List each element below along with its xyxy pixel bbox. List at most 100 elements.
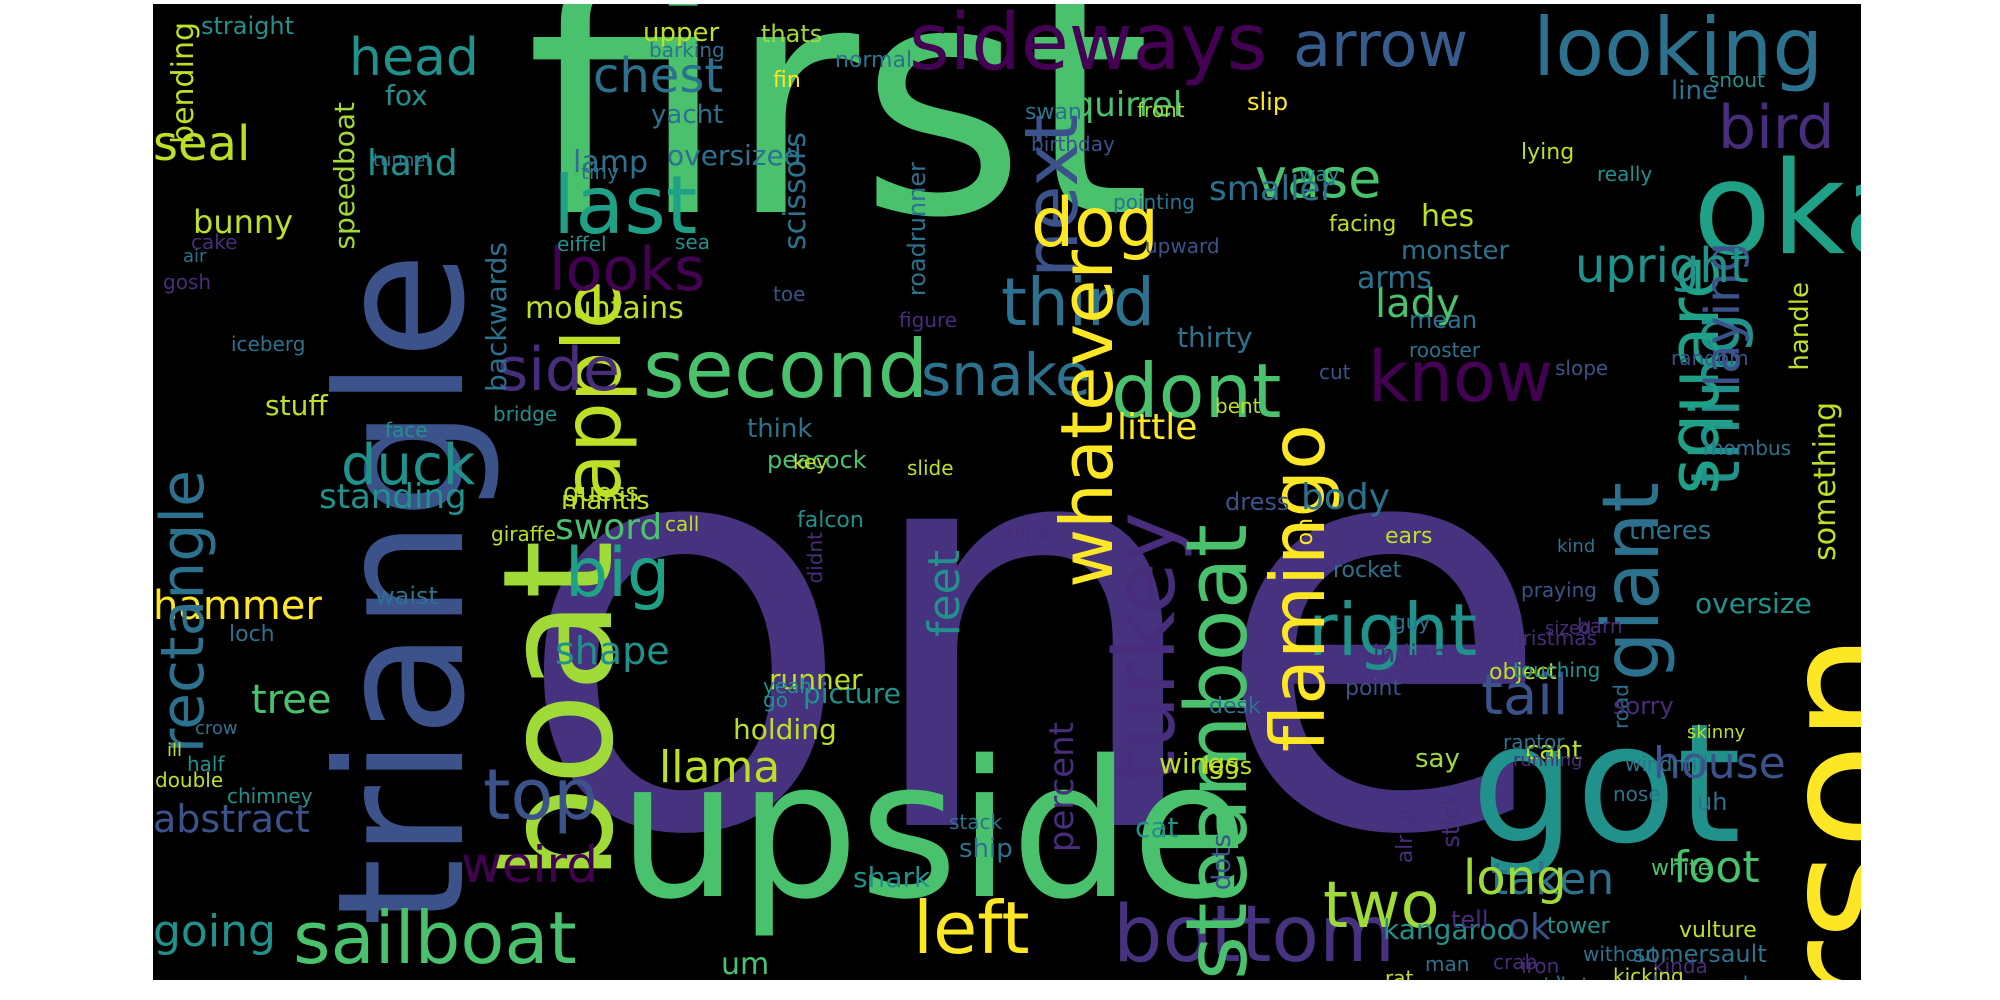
word-rocket: rocket: [1333, 558, 1402, 583]
word-giraffe: giraffe: [491, 522, 556, 546]
word-arms: arms: [1357, 261, 1433, 296]
word-hand: hand: [367, 143, 458, 184]
word-uh: uh: [1697, 788, 1728, 816]
word-dog: dog: [1031, 184, 1159, 263]
word-handle: handle: [1785, 282, 1815, 371]
word-taken: taken: [1491, 854, 1615, 905]
word-way: way: [1299, 162, 1340, 186]
word-left: left: [913, 886, 1030, 970]
word-birthday: birthday: [1031, 132, 1115, 156]
word-front: front: [1137, 98, 1185, 122]
word-big: big: [565, 534, 671, 613]
word-raptor: raptor: [1503, 730, 1565, 754]
word-iron: iron: [1521, 954, 1560, 978]
word-sized: sized: [1545, 618, 1592, 639]
word-desk: desk: [1209, 694, 1261, 719]
word-fox: fox: [385, 79, 428, 112]
word-one: one: [513, 306, 1556, 958]
word-object: object: [1489, 660, 1557, 685]
word-arrow: arrow: [1293, 8, 1469, 81]
word-oh: oh: [1293, 518, 1318, 546]
word-touching: touching: [1513, 658, 1601, 682]
word-lying: lying: [1521, 140, 1575, 165]
word-without: without: [1583, 942, 1659, 966]
word-ears: ears: [1385, 524, 1433, 549]
word-toe: toe: [773, 282, 806, 306]
word-tunnel: tunnel: [373, 150, 431, 171]
word-air: air: [183, 246, 207, 267]
word-body: body: [1301, 477, 1391, 518]
word-barn: barn: [1577, 614, 1623, 638]
word-tail: tail: [1481, 663, 1569, 728]
word-duck: duck: [341, 433, 476, 498]
word-ship: ship: [959, 834, 1013, 864]
word-line: line: [1671, 76, 1718, 106]
word-stack: stack: [949, 810, 1003, 834]
word-stick: stick: [1437, 792, 1465, 848]
word-guess: guess: [563, 478, 640, 508]
word-eiffel: eiffel: [557, 232, 607, 256]
word-crab: crab: [1493, 950, 1538, 974]
word-sword: sword: [555, 507, 663, 548]
word-tiny: tiny: [581, 160, 619, 184]
word-fin: fin: [773, 68, 801, 93]
word-standing: standing: [319, 477, 467, 517]
word-jt: jt: [1555, 974, 1568, 980]
word-tell: tell: [1451, 906, 1489, 934]
word-vase: vase: [1255, 147, 1382, 210]
word-sorry: sorry: [1613, 692, 1674, 720]
word-bridge: bridge: [493, 402, 558, 426]
word-straight: straight: [201, 12, 295, 40]
word-indian: indian: [1373, 640, 1447, 668]
word-didnt: didnt: [803, 532, 827, 584]
word-last: last: [553, 159, 698, 252]
word-windmill: windmill: [1625, 752, 1709, 776]
word-person: person: [1744, 632, 1861, 980]
word-cant: cant: [1525, 736, 1582, 766]
word-llama: llama: [659, 742, 781, 793]
word-abstract: abstract: [153, 797, 310, 841]
word-theres: theres: [1629, 516, 1712, 546]
word-call: call: [665, 512, 700, 536]
word-bending: bending: [166, 22, 201, 144]
word-holding: holding: [733, 713, 837, 746]
word-sideways: sideways: [909, 4, 1268, 88]
word-white: white: [1651, 856, 1712, 881]
word-kind: kind: [1557, 536, 1596, 557]
word-chest: chest: [593, 48, 724, 104]
word-hammer: hammer: [153, 583, 322, 629]
word-go: go: [763, 688, 788, 712]
word-somersault: somersault: [1633, 940, 1767, 968]
word-barking: barking: [649, 38, 725, 62]
word-foot: foot: [1673, 842, 1760, 893]
word-upside: upside: [618, 720, 1249, 941]
word-christmas: christmas: [1499, 626, 1597, 650]
word-ok: ok: [1508, 907, 1551, 948]
word-squirrel: squirrel: [1055, 85, 1183, 125]
word-think: think: [747, 414, 813, 444]
word-whatever: whatever: [1045, 250, 1129, 588]
word-key: key: [793, 450, 829, 474]
word-mean: mean: [1409, 306, 1478, 334]
word-something: something: [1808, 402, 1843, 561]
word-loch: loch: [229, 622, 275, 647]
word-random: random: [1671, 346, 1749, 370]
word-slope: slope: [1555, 356, 1609, 380]
word-top: top: [483, 754, 598, 836]
word-cloud-canvas: onefirstupsidepersontrianglegotokayboats…: [153, 4, 1861, 980]
word-alright: alright: [1393, 792, 1418, 864]
word-okay: okay: [1693, 135, 1861, 284]
word-hes: hes: [1421, 199, 1475, 234]
word-dont: dont: [1111, 347, 1282, 435]
word-weird: weird: [461, 836, 598, 894]
word-sided: sided: [1533, 976, 1587, 980]
word-third: third: [1001, 264, 1155, 341]
word-face: face: [385, 418, 428, 442]
word-normal: normal: [835, 48, 913, 73]
word-falcon: falcon: [797, 508, 864, 533]
word-legs: legs: [1203, 752, 1253, 780]
word-two: two: [1323, 869, 1440, 943]
word-kangaroo: kangaroo: [1383, 913, 1514, 946]
word-figure: figure: [899, 308, 958, 332]
word-looking: looking: [1533, 4, 1824, 94]
